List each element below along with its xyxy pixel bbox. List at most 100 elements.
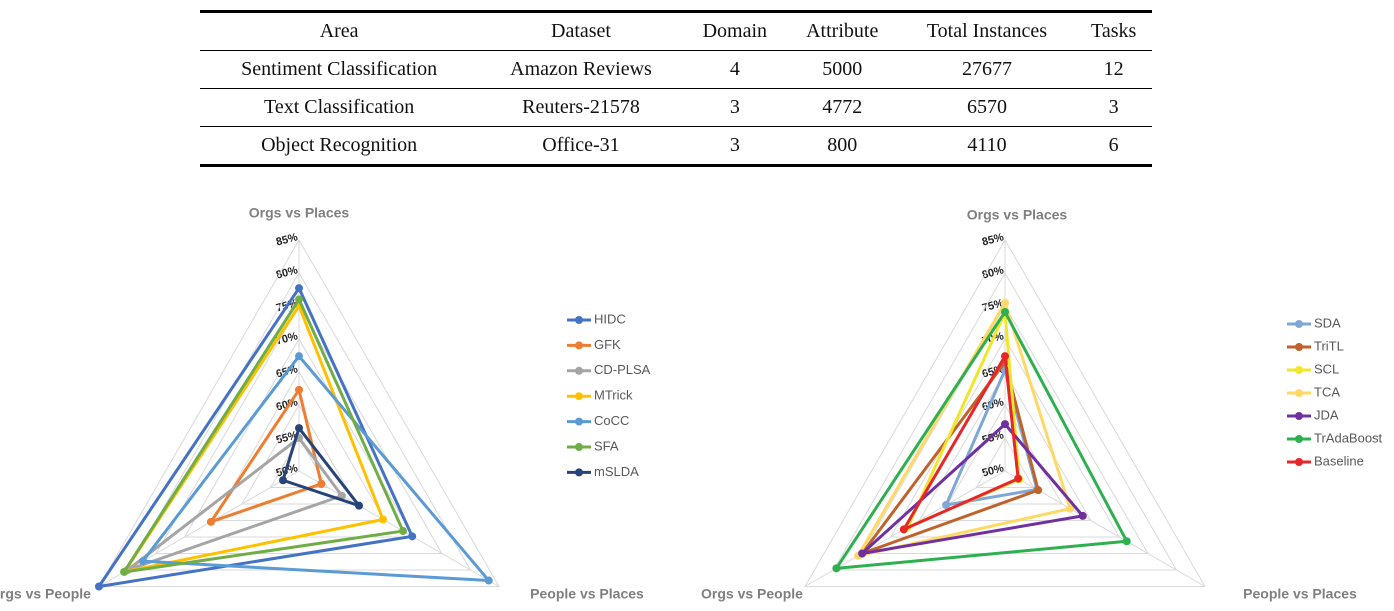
table-cell: Text Classification <box>264 96 415 118</box>
header-cell: Tasks <box>1091 20 1137 42</box>
series-marker <box>278 476 287 485</box>
tick-label: 85% <box>275 231 300 248</box>
legend-marker <box>1295 458 1303 466</box>
dataset-table: Area Dataset Domain Attribute Total Instance… <box>200 10 1152 167</box>
legend-marker <box>575 468 583 477</box>
series-line <box>122 297 405 574</box>
axis-label: Orgs vs People <box>0 586 91 602</box>
header-cell: Dataset <box>551 20 611 42</box>
header-cell: Attribute <box>806 20 879 42</box>
series-marker <box>858 549 867 558</box>
spoke <box>298 470 500 587</box>
legend-marker <box>575 316 583 324</box>
series-marker <box>899 525 908 534</box>
series-marker <box>484 576 493 585</box>
series-marker <box>120 567 129 576</box>
series-marker <box>1078 511 1087 520</box>
series-marker <box>1034 486 1043 495</box>
table-cell: Reuters-21578 <box>522 96 640 118</box>
grid-line <box>240 404 358 505</box>
series-line <box>856 301 1072 558</box>
legend-label: HIDC <box>594 311 626 326</box>
header-row: Area Dataset Domain Attribute Total Instance… <box>200 11 1152 51</box>
table-row: Text Classification Reuters-21578 3 4772 657… <box>200 89 1152 127</box>
table-cell: 12 <box>1103 58 1124 80</box>
table-cell: Office-31 <box>542 134 620 156</box>
grid-line <box>946 404 1064 505</box>
series-marker <box>408 532 417 541</box>
legend-marker <box>1295 343 1303 351</box>
series-marker <box>295 424 303 433</box>
axis-label: Orgs vs Places <box>967 207 1068 223</box>
series-line <box>902 354 1020 531</box>
series-line <box>97 286 414 588</box>
legend-marker <box>575 392 583 401</box>
header-cell: Total Instances <box>926 20 1048 42</box>
grid-line <box>269 436 329 488</box>
table-cell: 3 <box>729 96 740 118</box>
table-cell: 27677 <box>961 58 1012 80</box>
series-line <box>123 304 385 574</box>
grid-line <box>212 370 386 521</box>
legend-label: TCA <box>1314 384 1340 399</box>
tick-label: 50% <box>981 462 1006 479</box>
table-cell: 800 <box>827 134 858 156</box>
legend-marker <box>1295 320 1303 328</box>
axis-label: People vs Places <box>1243 586 1357 602</box>
series-marker <box>832 564 841 573</box>
series-marker <box>1066 504 1075 513</box>
grid-line <box>98 239 500 587</box>
tick-label: 80% <box>981 264 1006 281</box>
series-marker <box>1122 537 1131 546</box>
legend-marker <box>575 341 583 350</box>
series-marker <box>1001 298 1009 307</box>
series-marker <box>206 517 215 526</box>
series-marker <box>295 284 303 293</box>
series-marker <box>399 527 408 536</box>
axis-label: Orgs vs People <box>701 586 803 602</box>
series-line <box>860 422 1085 555</box>
table-body: Sentiment Classification Amazon Reviews 4 5… <box>200 51 1152 166</box>
table-row: Object Recognition Office-31 3 800 4110 6 <box>200 127 1152 166</box>
legend-label: mSLDA <box>594 464 639 479</box>
table-cell: 6570 <box>966 96 1007 118</box>
table-row: Sentiment Classification Amazon Reviews 4 5… <box>200 51 1152 89</box>
table-cell: 6 <box>1108 134 1119 156</box>
table-cell: 4110 <box>967 134 1007 156</box>
legend-marker <box>1295 412 1303 420</box>
grid-line <box>832 271 1178 571</box>
legend-marker <box>575 366 583 375</box>
series-line <box>281 426 361 508</box>
header-cell: Area <box>319 20 359 42</box>
series-marker <box>94 582 103 591</box>
series-marker <box>1014 474 1023 483</box>
legend-label: SFA <box>594 438 619 453</box>
series-line <box>209 388 323 524</box>
legend-label: JDA <box>1314 407 1339 422</box>
series-marker <box>355 501 364 510</box>
series-marker <box>942 500 951 509</box>
legend-label: SDA <box>1314 315 1341 330</box>
table-cell: 3 <box>1108 96 1119 118</box>
legend-label: SCL <box>1314 361 1339 376</box>
legend-label: Baseline <box>1314 453 1364 468</box>
series-marker <box>1001 352 1009 361</box>
table-cell: Object Recognition <box>261 134 418 156</box>
series-marker <box>317 479 326 488</box>
legend-label: TrAdaBoost <box>1314 430 1383 445</box>
series-marker <box>295 385 303 394</box>
legend-label: CoCC <box>594 413 629 428</box>
table-cell: 4772 <box>822 96 863 118</box>
series-marker <box>295 295 303 304</box>
legend-marker <box>1295 366 1303 374</box>
series-line <box>141 354 491 583</box>
legend-label: TriTL <box>1314 338 1344 353</box>
legend-marker <box>1295 435 1303 443</box>
legend-label: MTrick <box>594 388 633 403</box>
series-line <box>834 310 1129 570</box>
table-cell: 3 <box>729 134 740 156</box>
legend-marker <box>575 417 583 426</box>
table-cell: Amazon Reviews <box>510 58 652 80</box>
